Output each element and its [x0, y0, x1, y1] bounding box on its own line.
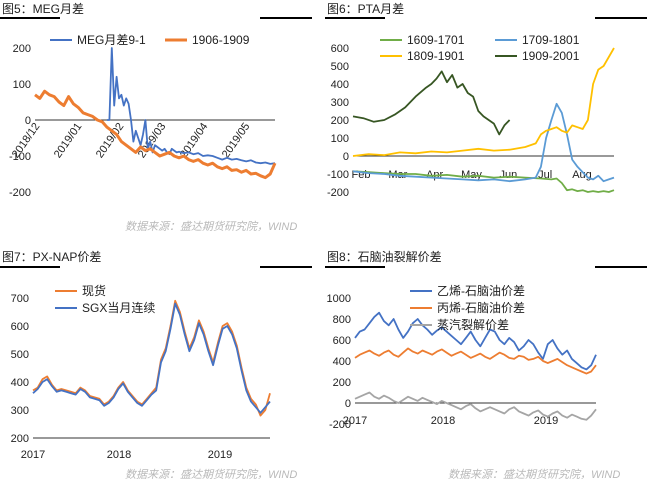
title-rule-meg-right	[260, 17, 312, 19]
y-tick-label: -200	[327, 187, 349, 199]
y-tick-label: -200	[9, 187, 31, 199]
legend-label: MEG月差9-1	[77, 33, 146, 47]
y-tick-label: 500	[11, 349, 29, 361]
y-tick-label: 500	[331, 61, 349, 73]
title-rule-pta	[325, 17, 385, 19]
legend-label: 1809-1901	[407, 49, 465, 63]
figure-title-pta: 图6：PTA月差	[327, 2, 405, 16]
y-tick-label: 600	[11, 321, 29, 333]
series-line-0	[32, 299, 271, 417]
y-tick-label: 0	[345, 398, 351, 410]
source-note-naphtha-crack: 数据来源：盛达期货研究院，WIND	[448, 469, 621, 481]
title-rule-naphtha-crack	[325, 266, 385, 268]
legend-label: 乙烯-石脑油价差	[437, 284, 525, 298]
y-tick-label: 700	[11, 293, 29, 305]
x-tick-label: 2018	[107, 449, 131, 461]
series-line-0	[352, 170, 615, 193]
x-tick-label: 2017	[21, 449, 45, 461]
figure-title-meg: 图5：MEG月差	[2, 2, 85, 16]
y-tick-label: 200	[331, 115, 349, 127]
x-tick-label: 2018	[431, 415, 455, 427]
series-line-1	[352, 102, 615, 183]
y-tick-label: 200	[333, 377, 351, 389]
series-line-3	[352, 70, 511, 136]
series-line-1	[32, 302, 271, 414]
x-tick-label: 2019	[208, 449, 232, 461]
x-tick-label: Aug	[572, 169, 592, 181]
legend-label: 1609-1701	[407, 33, 465, 47]
y-tick-label: 200	[11, 433, 29, 445]
y-tick-label: 400	[333, 356, 351, 368]
y-tick-label: -200	[329, 419, 351, 431]
series-line-2	[352, 47, 615, 157]
y-tick-label: -100	[327, 169, 349, 181]
figure-title-naphtha-crack: 图8：石脑油裂解价差	[327, 250, 442, 264]
y-tick-label: 300	[11, 405, 29, 417]
series-line-1	[34, 89, 277, 180]
title-rule-meg	[0, 17, 60, 19]
title-rule-px-nap	[0, 266, 60, 268]
y-tick-label: 0	[343, 151, 349, 163]
y-tick-label: 0	[25, 115, 31, 127]
y-tick-label: 300	[331, 97, 349, 109]
y-tick-label: 800	[333, 314, 351, 326]
legend-label: 丙烯-石脑油价差	[437, 301, 525, 315]
legend-label: 蒸汽裂解价差	[437, 317, 509, 332]
y-tick-label: -100	[9, 151, 31, 163]
y-tick-label: 400	[11, 377, 29, 389]
y-tick-label: 400	[331, 79, 349, 91]
legend-label: SGX当月连续	[82, 300, 155, 315]
y-tick-label: 600	[331, 43, 349, 55]
y-tick-label: 1000	[327, 293, 351, 305]
x-tick-label: 2019	[534, 415, 558, 427]
source-note-px-nap: 数据来源：盛达期货研究院，WIND	[125, 469, 298, 481]
title-rule-px-nap-right	[260, 266, 312, 268]
y-tick-label: 100	[331, 133, 349, 145]
title-rule-pta-right	[595, 17, 647, 19]
figure-title-px-nap: 图7：PX-NAP价差	[2, 250, 102, 264]
legend-label: 1709-1801	[522, 33, 580, 47]
series-line-1	[354, 347, 597, 375]
y-tick-label: 600	[333, 335, 351, 347]
source-note-meg: 数据来源：盛达期货研究院，WIND	[125, 221, 298, 233]
legend-label: 现货	[82, 283, 106, 298]
x-tick-label: Jun	[499, 169, 517, 181]
x-tick-label: May	[461, 169, 482, 181]
x-tick-label: 2017	[343, 415, 367, 427]
series-line-0	[354, 311, 597, 371]
y-tick-label: 200	[13, 43, 31, 55]
series-line-2	[354, 391, 597, 421]
legend-label: 1909-2001	[522, 49, 580, 63]
legend-label: 1906-1909	[192, 33, 250, 47]
y-tick-label: 100	[13, 79, 31, 91]
title-rule-naphtha-crack-right	[595, 266, 647, 268]
